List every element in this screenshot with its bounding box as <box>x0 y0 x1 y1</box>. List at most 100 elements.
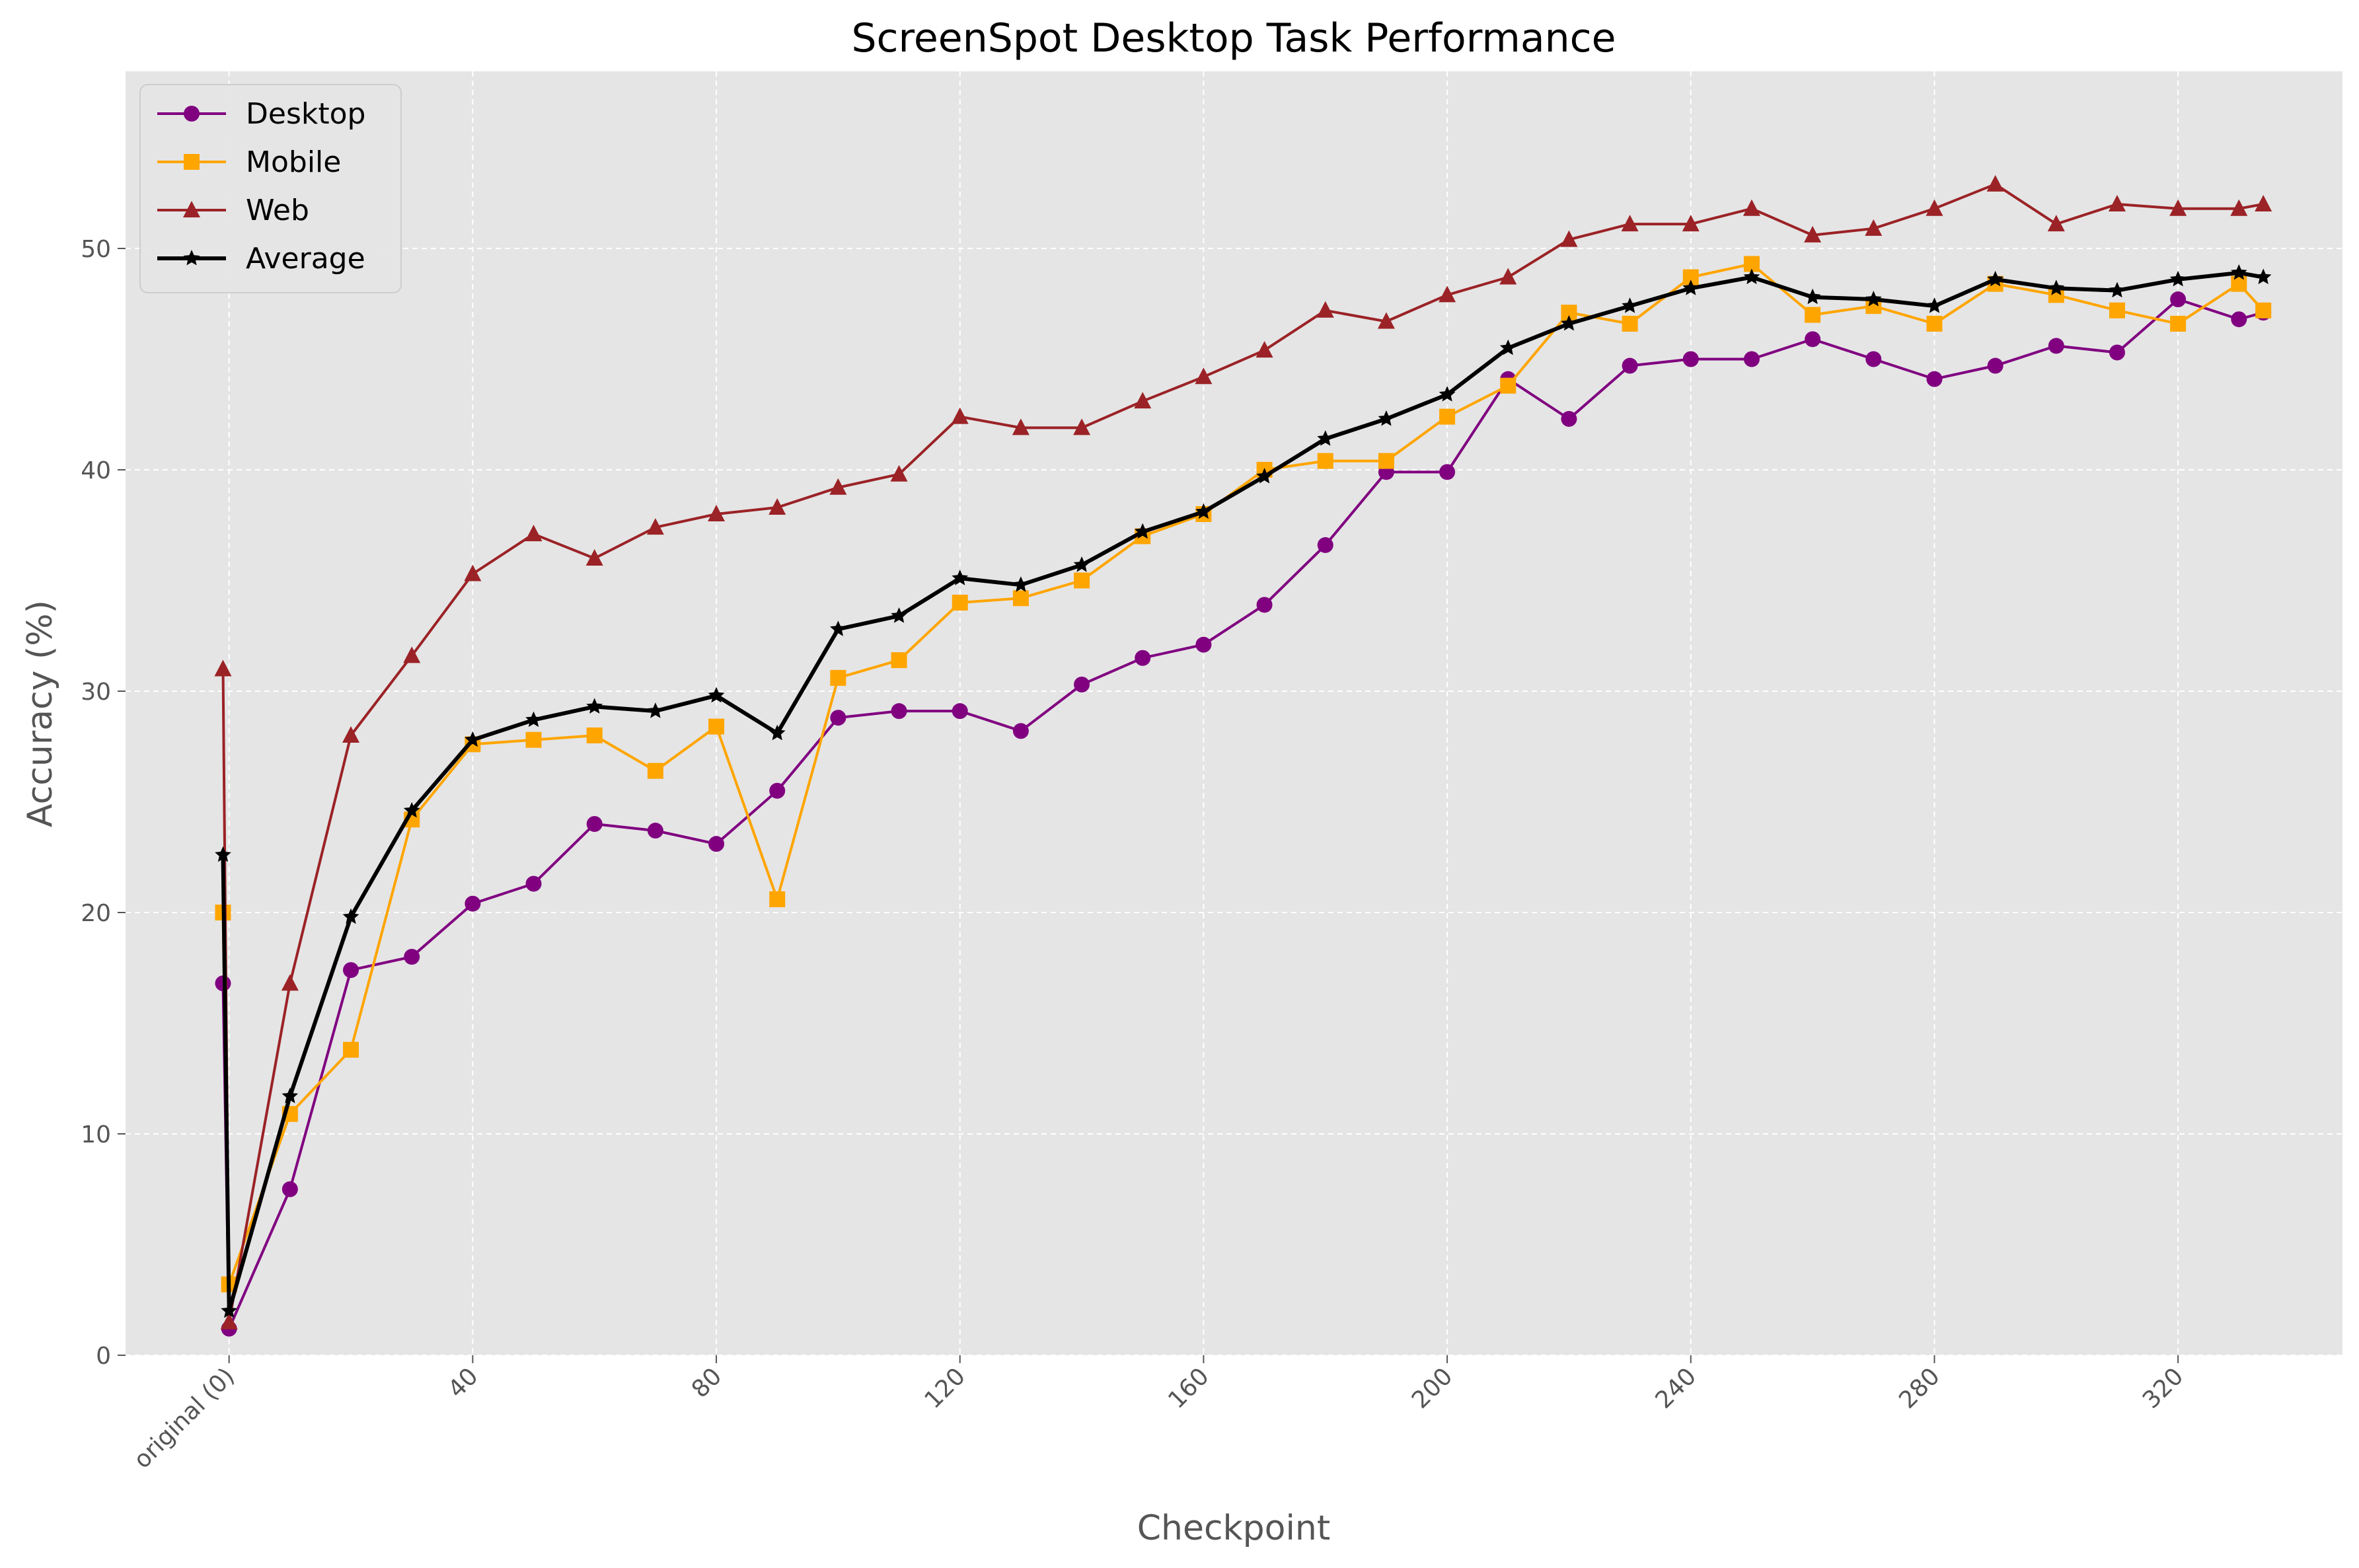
data-point-web <box>1255 341 1273 358</box>
data-point-desktop <box>586 816 603 832</box>
data-point-desktop <box>1135 650 1151 666</box>
data-point-mobile <box>1074 572 1090 589</box>
data-point-web <box>1134 392 1152 409</box>
data-point-desktop <box>1805 331 1821 348</box>
data-point-web <box>708 505 726 521</box>
data-point-web <box>1073 418 1091 435</box>
data-point-average <box>952 570 969 585</box>
data-point-web <box>1012 418 1030 435</box>
x-axis-label: Checkpoint <box>1137 1509 1331 1548</box>
data-point-average <box>1987 270 2003 287</box>
y-tick-label: 0 <box>96 1343 111 1370</box>
data-point-web <box>890 465 908 482</box>
data-point-mobile <box>1500 377 1516 394</box>
data-point-mobile <box>708 718 725 735</box>
data-point-average <box>465 731 481 747</box>
series-desktop <box>215 291 2272 1337</box>
x-tick-label: 160 <box>1163 1363 1215 1414</box>
legend-label-desktop: Desktop <box>246 97 365 131</box>
data-point-average <box>647 702 664 718</box>
data-point-average <box>1561 315 1577 331</box>
data-point-mobile <box>343 1041 359 1058</box>
data-point-desktop <box>1865 351 1882 367</box>
data-point-desktop <box>891 703 907 720</box>
data-point-mobile <box>1926 315 1943 332</box>
data-point-web <box>220 1312 238 1329</box>
data-point-average <box>708 687 725 703</box>
x-tick-label: 40 <box>443 1363 483 1403</box>
series-web <box>214 174 2272 1329</box>
data-point-desktop <box>1926 371 1943 387</box>
data-point-web <box>2108 195 2126 211</box>
data-point-desktop <box>1622 357 1638 374</box>
data-point-web <box>525 525 543 542</box>
data-point-average <box>1743 268 1760 285</box>
data-point-web <box>1926 199 1943 216</box>
y-tick-label: 30 <box>81 679 111 706</box>
data-point-desktop <box>647 823 663 839</box>
chart-title: ScreenSpot Desktop Task Performance <box>851 15 1616 61</box>
y-tick-label: 20 <box>81 900 111 927</box>
data-point-mobile <box>2109 302 2125 318</box>
data-point-web <box>768 498 786 515</box>
data-point-desktop <box>1987 357 2003 374</box>
data-point-web <box>1316 301 1334 318</box>
data-point-average <box>2169 270 2187 287</box>
data-point-average <box>215 846 231 862</box>
legend-marker-web <box>183 201 200 217</box>
data-point-web <box>281 974 299 991</box>
data-point-average <box>1439 386 1456 402</box>
data-point-web <box>1439 285 1456 303</box>
data-point-mobile <box>586 728 603 743</box>
x-tick-label: 320 <box>2138 1363 2189 1414</box>
data-point-average <box>1865 291 1882 307</box>
data-point-desktop <box>769 782 786 799</box>
data-point-web <box>464 564 482 581</box>
x-tick-label: 200 <box>1407 1363 1458 1414</box>
data-point-web <box>1195 367 1213 385</box>
legend-label-web: Web <box>246 194 309 227</box>
series-group <box>214 174 2272 1337</box>
data-point-average <box>1134 523 1151 539</box>
data-point-mobile <box>2170 315 2187 332</box>
data-point-web <box>2230 199 2248 216</box>
data-point-desktop <box>2170 291 2187 308</box>
data-point-desktop <box>2048 338 2064 354</box>
legend-box <box>139 84 402 293</box>
data-point-average <box>2230 264 2247 280</box>
data-point-desktop <box>1074 676 1090 692</box>
y-tick-label: 40 <box>81 457 111 484</box>
data-point-web <box>403 646 421 663</box>
legend: Desktop Mobile Web Average <box>139 84 402 293</box>
y-axis-label: Accuracy (%) <box>20 600 60 827</box>
data-point-average <box>830 620 846 636</box>
data-point-mobile <box>1012 590 1029 607</box>
data-point-desktop <box>281 1181 298 1197</box>
data-point-mobile <box>1622 315 1638 332</box>
data-point-average <box>403 802 420 818</box>
data-point-web <box>1499 268 1517 285</box>
data-point-average <box>1622 297 1638 313</box>
x-tick-label: 80 <box>687 1363 727 1403</box>
data-point-average <box>1195 503 1212 519</box>
x-tick-label: 240 <box>1651 1363 1702 1414</box>
series-line-desktop <box>221 298 2264 1330</box>
x-tick-label: 120 <box>920 1363 971 1414</box>
legend-marker-desktop <box>184 106 200 122</box>
data-point-desktop <box>1743 351 1760 367</box>
data-point-desktop <box>2231 311 2247 328</box>
legend-marker-mobile <box>184 154 200 170</box>
data-point-desktop <box>1682 351 1699 367</box>
data-point-desktop <box>1317 537 1333 553</box>
data-point-web <box>1865 219 1883 236</box>
series-line-web <box>221 182 2264 1324</box>
data-point-mobile <box>2231 276 2247 292</box>
data-point-desktop <box>830 710 846 726</box>
data-point-average <box>281 1088 299 1103</box>
data-point-desktop <box>952 703 968 720</box>
data-point-average <box>2255 268 2272 285</box>
plot-background <box>126 71 2342 1355</box>
data-point-average <box>342 908 359 924</box>
y-tick-label: 10 <box>81 1121 111 1148</box>
